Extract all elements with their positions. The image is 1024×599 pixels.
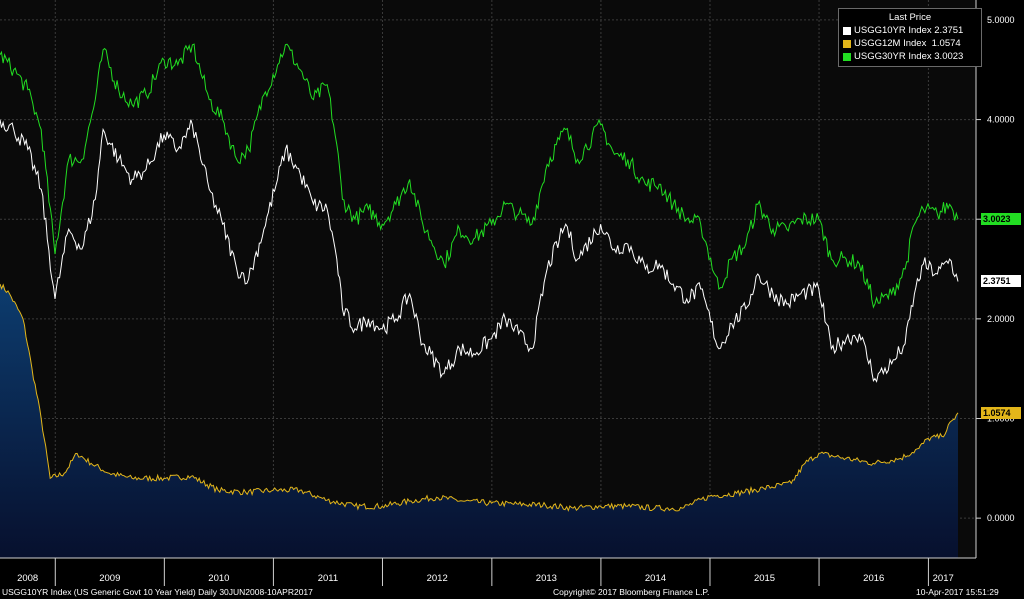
axes — [0, 0, 977, 586]
legend-series-value: 3.0023 — [934, 51, 964, 62]
area-series — [0, 283, 959, 558]
x-tick-labels: 2008 2009 2010 2011 2012 2013 2014 2015 2016 2017 — [17, 558, 954, 586]
x-tick-label: 2008 — [17, 573, 38, 584]
legend-series-name: USGG12M Index — [854, 38, 927, 49]
footer-copyright: Copyright© 2017 Bloomberg Finance L.P. — [553, 587, 710, 597]
legend-title: Last Price — [888, 12, 932, 23]
legend-series-name: USGG30YR Index — [854, 51, 932, 62]
series-area-fill — [0, 284, 958, 558]
series-line-usgg12m — [0, 283, 959, 512]
legend-series-value: 1.0574 — [931, 38, 961, 49]
y-tick-label: 4.0000 — [987, 115, 1015, 125]
x-tick-label: 2011 — [318, 573, 338, 584]
legend-series-value: 2.3751 — [934, 25, 964, 36]
x-tick-label: 2009 — [99, 573, 120, 584]
y-tick-label: 2.0000 — [987, 314, 1015, 324]
last-value-tag: 3.0023 — [981, 212, 1021, 225]
x-tick-label: 2013 — [536, 573, 557, 584]
x-axis-band — [0, 559, 976, 586]
legend-item: USGG30YR Index 3.0023 — [843, 50, 977, 63]
legend-swatch — [843, 52, 851, 61]
legend-item: USGG12M Index 1.0574 — [843, 37, 977, 50]
legend-item: USGG10YR Index 2.3751 — [843, 24, 977, 37]
legend-swatch — [843, 39, 851, 48]
x-tick-label: 2014 — [645, 573, 666, 584]
footer-timestamp: 10-Apr-2017 15:51:29 — [916, 587, 999, 597]
last-value-tag: 1.0574 — [981, 406, 1021, 419]
y-tick-label: 0.0000 — [987, 513, 1015, 523]
last-value-tag: 2.3751 — [981, 275, 1021, 288]
series-line-usgg30yr — [0, 43, 959, 309]
x-tick-label: 2016 — [863, 573, 884, 584]
x-tick-label: 2010 — [208, 573, 229, 584]
legend-swatch — [843, 26, 851, 35]
y-tick-label: 5.0000 — [987, 15, 1015, 25]
x-tick-label: 2012 — [427, 573, 448, 584]
x-tick-label: 2015 — [754, 573, 775, 584]
footer: USGG10YR Index (US Generic Govt 10 Year … — [0, 586, 1024, 599]
line-series — [0, 43, 959, 383]
footer-source: USGG10YR Index (US Generic Govt 10 Year … — [2, 587, 313, 597]
series-line-usgg10yr — [0, 119, 959, 383]
legend: Last Price USGG10YR Index 2.3751 USGG12M… — [838, 8, 982, 67]
legend-series-name: USGG10YR Index — [854, 25, 932, 36]
x-tick-label: 2017 — [933, 573, 954, 584]
